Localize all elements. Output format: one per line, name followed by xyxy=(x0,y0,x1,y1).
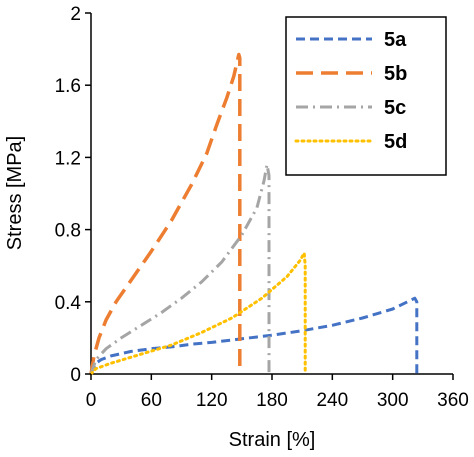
x-axis-label: Strain [%] xyxy=(229,429,316,451)
x-tick-label: 60 xyxy=(141,390,162,411)
x-tick-label: 0 xyxy=(86,390,97,411)
legend: 5a 5b 5c 5d xyxy=(285,16,447,176)
series-layer xyxy=(89,52,419,376)
x-tick-label: 180 xyxy=(256,390,288,411)
x-tick-label: 120 xyxy=(196,390,228,411)
y-axis-label: Stress [MPa] xyxy=(4,136,26,250)
y-tick-label: 1.6 xyxy=(55,76,81,97)
legend-label-5d: 5d xyxy=(384,131,407,153)
x-tick-label: 360 xyxy=(437,390,469,411)
y-tick-label: 0 xyxy=(70,365,81,386)
y-tick-label: 0.4 xyxy=(55,293,82,314)
series-line-5b xyxy=(89,52,242,375)
ticks-layer: 0 60 120 180 240 300 360 0 0.4 0.8 1.2 1.6 2 xyxy=(55,4,469,411)
y-tick-label: 2 xyxy=(70,4,81,25)
x-tick-label: 240 xyxy=(316,390,348,411)
series-line-5c xyxy=(89,163,271,375)
series-line-5d xyxy=(89,251,307,376)
series-line-5a xyxy=(89,296,419,375)
legend-label-5c: 5c xyxy=(384,97,406,119)
legend-label-5b: 5b xyxy=(384,63,407,85)
y-tick-label: 0.8 xyxy=(55,221,81,242)
legend-label-5a: 5a xyxy=(384,29,407,51)
y-tick-label: 1.2 xyxy=(55,148,81,169)
x-tick-label: 300 xyxy=(377,390,409,411)
legend-box xyxy=(285,16,447,176)
